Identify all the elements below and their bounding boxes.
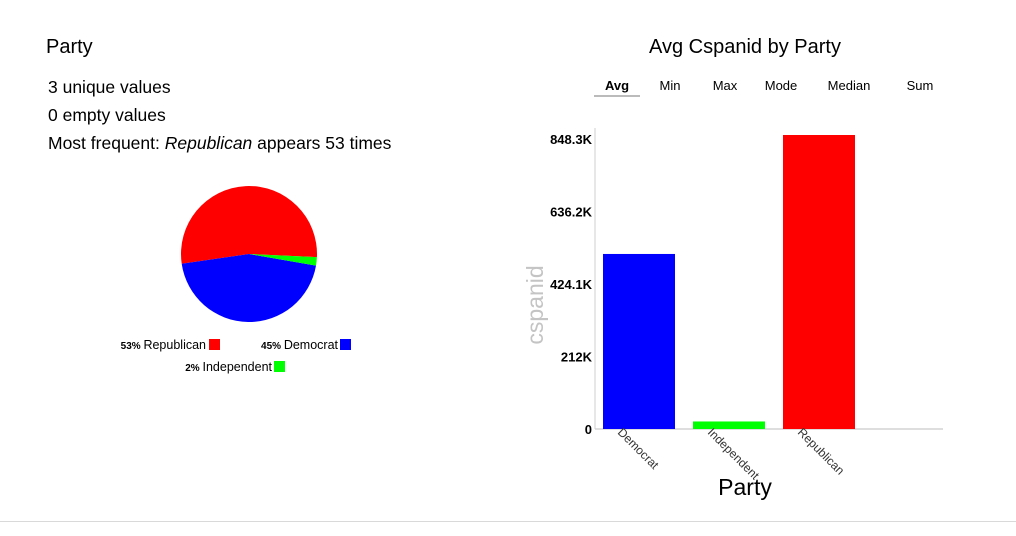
- most-frequent-prefix: Most frequent:: [48, 133, 165, 153]
- y-tick-label: 212K: [561, 350, 593, 365]
- x-tick-label-republican: Republican: [795, 425, 847, 477]
- tab-avg[interactable]: Avg: [604, 78, 630, 93]
- tab-mode[interactable]: Mode: [764, 78, 798, 93]
- pie-slice-republican[interactable]: [181, 185, 317, 264]
- active-tab-underline: [594, 95, 640, 97]
- tab-max[interactable]: Max: [712, 78, 738, 93]
- pie-legend-swatch-independent: [274, 361, 285, 372]
- y-tick-label: 636.2K: [550, 205, 593, 220]
- pie-slice-independent[interactable]: [249, 254, 317, 266]
- x-axis-title: Party: [718, 474, 772, 500]
- tab-median[interactable]: Median: [827, 78, 871, 93]
- tab-min[interactable]: Min: [659, 78, 681, 93]
- most-frequent-suffix: appears 53 times: [252, 133, 392, 153]
- pie-legend-democrat: 45% Democrat: [261, 338, 339, 352]
- bar-independent[interactable]: [693, 421, 765, 429]
- y-tick-label: 424.1K: [550, 277, 593, 292]
- empty-values-stat: 0 empty values: [48, 105, 166, 125]
- y-tick-label: 848.3K: [550, 132, 593, 147]
- bar-democrat[interactable]: [603, 253, 675, 429]
- tab-sum[interactable]: Sum: [906, 78, 934, 93]
- pie-legend-republican: 53% Republican: [121, 338, 206, 352]
- party-pie-chart: 53% Republican 45% Democrat 2% Independent: [121, 185, 351, 374]
- y-axis-title: cspanid: [522, 265, 548, 344]
- pie-legend-independent: 2% Independent: [185, 360, 272, 374]
- most-frequent-value: Republican: [164, 133, 253, 153]
- y-tick-label: 0: [585, 422, 592, 437]
- bar-chart-title: Avg Cspanid by Party: [649, 36, 841, 58]
- left-panel-title: Party: [46, 36, 93, 58]
- x-tick-label-democrat: Democrat: [615, 425, 662, 472]
- most-frequent-stat: Most frequent: Republican appears 53 tim…: [48, 133, 391, 154]
- pie-slice-democrat[interactable]: [181, 254, 317, 323]
- unique-values-stat: 3 unique values: [48, 77, 171, 97]
- pie-legend-swatch-republican: [209, 339, 220, 350]
- bottom-divider: [0, 521, 1016, 522]
- pie-legend-swatch-democrat: [340, 339, 351, 350]
- bar-republican[interactable]: [783, 135, 855, 429]
